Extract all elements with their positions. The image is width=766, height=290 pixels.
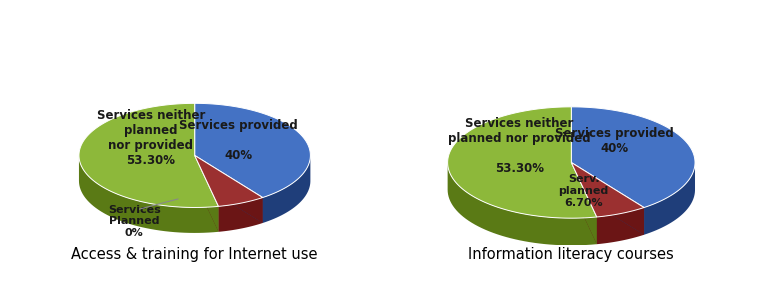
Polygon shape [263, 155, 310, 223]
Polygon shape [571, 162, 597, 244]
Polygon shape [195, 155, 263, 223]
Polygon shape [79, 103, 218, 207]
Polygon shape [571, 162, 644, 217]
Text: Access & training for Internet use: Access & training for Internet use [71, 246, 318, 262]
Polygon shape [447, 107, 597, 218]
Polygon shape [195, 155, 263, 223]
Polygon shape [195, 103, 310, 197]
Polygon shape [644, 162, 695, 235]
Polygon shape [218, 197, 263, 232]
Polygon shape [597, 208, 644, 244]
Polygon shape [571, 162, 597, 244]
Text: Serv.
planned
6.70%: Serv. planned 6.70% [558, 174, 609, 208]
Text: Services neither
planned
nor provided
53.30%: Services neither planned nor provided 53… [97, 109, 205, 167]
Text: Information literacy courses: Information literacy courses [469, 247, 674, 262]
Polygon shape [79, 155, 218, 233]
Polygon shape [447, 162, 597, 245]
Polygon shape [195, 155, 218, 232]
Polygon shape [571, 107, 695, 208]
Polygon shape [571, 162, 644, 235]
Text: Services neither
planned nor provided

53.30%: Services neither planned nor provided 53… [448, 117, 591, 175]
Text: Services provided

40%: Services provided 40% [179, 119, 298, 162]
Text: Services provided
40%: Services provided 40% [555, 128, 674, 155]
Polygon shape [195, 155, 218, 232]
Text: Services
Planned
0%: Services Planned 0% [108, 205, 161, 238]
Polygon shape [195, 155, 263, 206]
Polygon shape [571, 162, 644, 235]
